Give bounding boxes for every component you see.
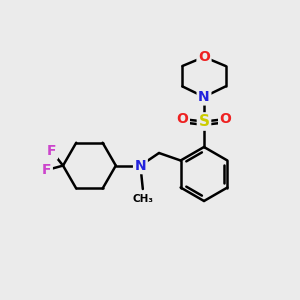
Text: N: N <box>198 90 210 104</box>
Text: F: F <box>47 144 56 158</box>
Text: O: O <box>220 112 232 126</box>
Text: CH₃: CH₃ <box>132 194 153 204</box>
Text: O: O <box>176 112 188 126</box>
Text: F: F <box>42 163 51 177</box>
Text: O: O <box>198 50 210 64</box>
Text: N: N <box>135 159 146 172</box>
Text: S: S <box>199 114 209 129</box>
